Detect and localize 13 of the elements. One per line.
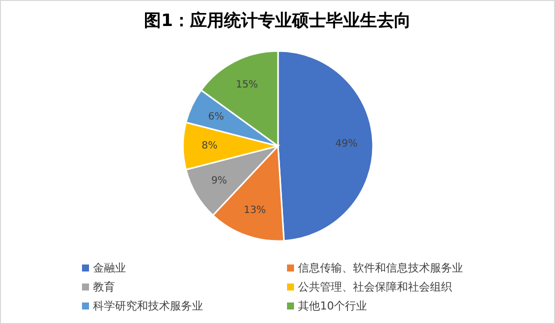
data-label: 49% bbox=[335, 138, 358, 150]
legend-label: 教育 bbox=[93, 280, 115, 294]
legend-label: 其他10个行业 bbox=[298, 300, 367, 312]
data-label: 8% bbox=[202, 140, 218, 152]
legend-label: 信息传输、软件和信息技术服务业 bbox=[298, 262, 463, 274]
data-label: 9% bbox=[211, 175, 228, 186]
legend-label: 金融业 bbox=[93, 262, 126, 274]
data-label: 15% bbox=[236, 80, 258, 91]
legend-label: 科学研究和技术服务业 bbox=[93, 300, 203, 312]
data-label: 6% bbox=[208, 111, 224, 122]
chart-title: 图1：应用统计专业硕士毕业生去向 bbox=[144, 11, 411, 31]
data-label: 13% bbox=[244, 204, 266, 216]
legend-label: 公共管理、社会保障和社会组织 bbox=[298, 280, 452, 294]
